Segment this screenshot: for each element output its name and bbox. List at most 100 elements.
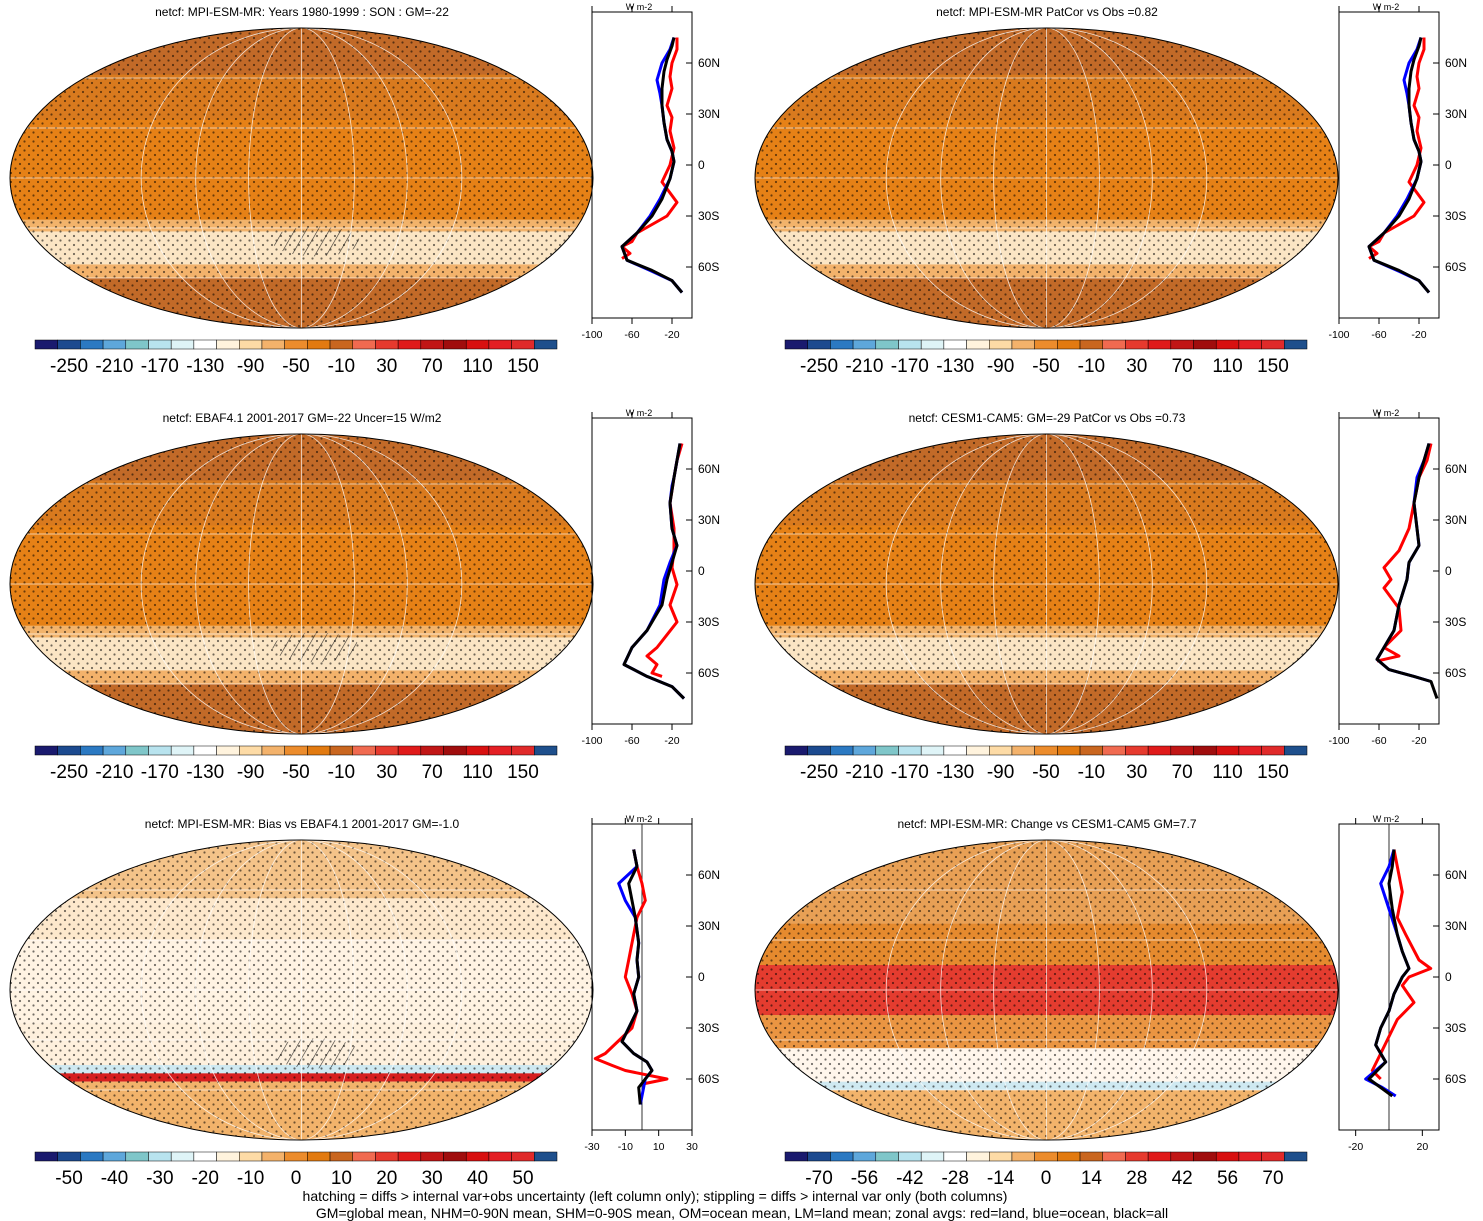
colorbar-swatch (170, 339, 195, 350)
map (10, 28, 593, 328)
map (10, 434, 593, 734)
map-outline (754, 839, 1339, 1141)
colorbar-swatch (148, 339, 172, 350)
lat-label: 30S (1445, 615, 1466, 629)
colorbar-tick-label: -50 (282, 356, 309, 377)
colorbar-swatch (216, 339, 240, 350)
colorbar-swatch (807, 745, 831, 756)
colorbar-swatch (261, 1151, 285, 1162)
zonal-average-plot: -30 -10 10 30 W m-2 60N 30N 0 30S 60S (584, 814, 720, 1153)
colorbar-swatch (966, 745, 990, 756)
lat-label: 60N (698, 462, 720, 476)
graticule-lon (993, 434, 1100, 734)
colorbar-swatch (807, 1151, 831, 1162)
colorbar-swatch (375, 339, 399, 350)
colorbar-swatch (329, 745, 353, 756)
colorbar-swatch (784, 1151, 808, 1162)
colorbar-swatch (352, 339, 376, 350)
colorbar-tick-label: -250 (800, 762, 838, 783)
x-tick-label: -60 (1371, 329, 1386, 341)
colorbar-swatch (261, 745, 285, 756)
colorbar-swatch (102, 1151, 127, 1162)
colorbar-tick-label: 30 (376, 356, 397, 377)
colorbar-swatch (852, 745, 877, 756)
colorbar-tick-label: 150 (507, 762, 539, 783)
colorbar-swatch (57, 745, 81, 756)
zonal-average-plot: -100 -60 -20 W m-2 60N 30N 0 30S 60S (1328, 408, 1467, 747)
colorbar-swatch (830, 1151, 854, 1162)
zonal-line-land (1370, 849, 1433, 1081)
colorbar-tick-label: -170 (891, 762, 929, 783)
colorbar-tick-label: -210 (845, 762, 883, 783)
colorbar-swatch (239, 339, 263, 350)
colorbar-tick-label: 110 (462, 356, 492, 377)
panel-title: netcf: CESM1-CAM5: GM=-29 PatCor vs Obs … (909, 411, 1186, 425)
panel-title: netcf: MPI-ESM-MR: Bias vs EBAF4.1 2001-… (145, 817, 460, 831)
colorbar-swatch (1193, 339, 1217, 350)
colorbar-tick-label: -14 (987, 1168, 1015, 1189)
colorbar-swatch (34, 1151, 58, 1162)
lat-label: 60N (1445, 56, 1467, 70)
colorbar-swatch (1034, 339, 1058, 350)
graticule-lon (885, 28, 1208, 328)
colorbar-swatch (1238, 1151, 1262, 1162)
colorbar-tick-label: -130 (936, 762, 974, 783)
map (10, 840, 593, 1140)
colorbar-swatch (1011, 1151, 1035, 1162)
graticule-lon (248, 434, 355, 734)
colorbar-swatch (193, 1151, 217, 1162)
hatching-overlay (272, 632, 360, 663)
colorbar-tick-label: -10 (328, 762, 355, 783)
colorbar-swatch (943, 339, 967, 350)
colorbar-swatch (420, 745, 444, 756)
colorbar-swatch (465, 339, 490, 350)
colorbar-tick-label: -50 (1032, 356, 1059, 377)
colorbar-tick-label: 70 (1172, 356, 1193, 377)
colorbar-swatch (1102, 745, 1126, 756)
colorbar-swatch (830, 339, 854, 350)
colorbar-swatch (1193, 745, 1217, 756)
colorbar-swatch (488, 745, 512, 756)
colorbar-swatch (193, 339, 217, 350)
colorbar-swatch (1284, 339, 1308, 350)
colorbar-tick-label: 70 (1262, 1168, 1283, 1189)
colorbar-tick-label: -30 (146, 1168, 173, 1189)
colorbar-swatch (443, 745, 467, 756)
colorbar-swatch (1215, 745, 1240, 756)
colorbar-tick-label: -42 (896, 1168, 923, 1189)
graticule-lon (140, 28, 463, 328)
colorbar-tick-label: 30 (1126, 762, 1147, 783)
colorbar-swatch (488, 1151, 512, 1162)
colorbar-tick-label: 42 (1172, 1168, 1193, 1189)
graticule-lon (993, 28, 1100, 328)
colorbar-swatch (920, 339, 945, 350)
colorbar-swatch (511, 745, 535, 756)
x-tick-label: 10 (653, 1141, 665, 1153)
hatching-overlay (272, 226, 360, 257)
map-outline (9, 839, 594, 1141)
x-tick-label: -20 (1411, 329, 1426, 341)
lat-label: 30S (698, 209, 719, 223)
map-outline (9, 27, 594, 329)
colorbar-tick-label: -10 (328, 356, 355, 377)
unit-label: W m-2 (626, 814, 653, 824)
graticule-lon (195, 28, 408, 328)
colorbar-swatch (852, 339, 877, 350)
colorbar-swatch (784, 339, 808, 350)
colorbar-swatch (1102, 339, 1126, 350)
colorbar-swatch (1125, 745, 1149, 756)
lat-label: 0 (1445, 158, 1452, 172)
colorbar-swatch (1170, 339, 1194, 350)
colorbar-swatch (511, 339, 535, 350)
lat-label: 0 (698, 970, 705, 984)
colorbar-tick-label: 0 (291, 1168, 302, 1189)
footer-line-2: GM=global mean, NHM=0-90N mean, SHM=0-90… (316, 1205, 1168, 1221)
colorbar-swatch (989, 1151, 1013, 1162)
graticule-lon (940, 28, 1153, 328)
colorbar-swatch (1079, 745, 1103, 756)
colorbar-tick-label: -250 (800, 356, 838, 377)
panel-top-left: netcf: MPI-ESM-MR: Years 1980-1999 : SON… (9, 2, 720, 377)
colorbar-tick-label: 56 (1217, 1168, 1238, 1189)
panel-title: netcf: MPI-ESM-MR: Years 1980-1999 : SON… (155, 5, 449, 19)
